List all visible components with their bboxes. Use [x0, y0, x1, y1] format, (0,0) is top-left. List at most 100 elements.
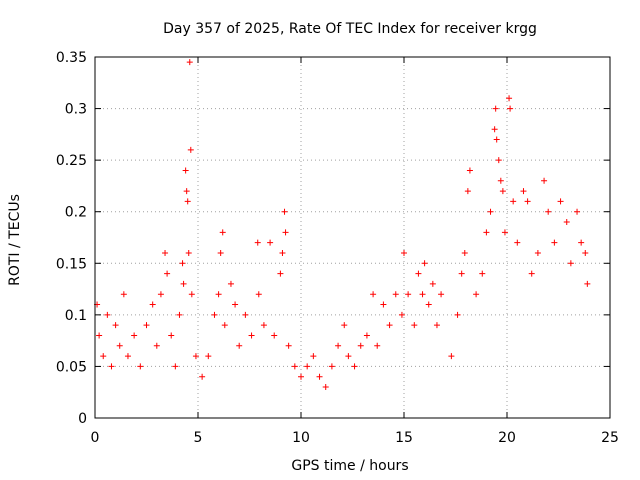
data-point [582, 249, 589, 256]
data-point [186, 59, 193, 66]
data-point [188, 291, 195, 298]
data-point [157, 291, 164, 298]
data-point [179, 260, 186, 267]
data-point [454, 311, 461, 318]
data-point [458, 270, 465, 277]
data-point [506, 95, 513, 102]
data-point [267, 239, 274, 246]
data-point [215, 291, 222, 298]
data-point [405, 291, 412, 298]
data-point [260, 322, 267, 329]
data-point [185, 249, 192, 256]
data-point [242, 311, 249, 318]
y-tick-label: 0.35 [56, 50, 87, 66]
chart-title: Day 357 of 2025, Rate Of TEC Index for r… [163, 21, 537, 37]
data-point [578, 239, 585, 246]
data-point [164, 270, 171, 277]
data-point [316, 373, 323, 380]
data-point [357, 342, 364, 349]
y-tick-label: 0 [78, 411, 87, 427]
data-point [279, 249, 286, 256]
data-points [94, 59, 591, 391]
y-tick-label: 0.15 [56, 256, 87, 272]
data-point [514, 239, 521, 246]
data-point [182, 167, 189, 174]
y-axis-label: ROTI / TECUs [7, 194, 23, 286]
data-point [232, 301, 239, 308]
data-point [153, 342, 160, 349]
data-point [236, 342, 243, 349]
data-point [421, 260, 428, 267]
data-point [541, 177, 548, 184]
data-point [411, 322, 418, 329]
data-point [176, 311, 183, 318]
data-point [322, 384, 329, 391]
data-point [507, 105, 514, 112]
data-point [291, 363, 298, 370]
data-point [187, 146, 194, 153]
data-point [524, 198, 531, 205]
data-point [254, 239, 261, 246]
data-point [219, 229, 226, 236]
data-point [380, 301, 387, 308]
data-point [501, 229, 508, 236]
data-point [221, 322, 228, 329]
data-point [419, 291, 426, 298]
data-point [497, 177, 504, 184]
data-point [281, 208, 288, 215]
data-point [112, 322, 119, 329]
data-point [473, 291, 480, 298]
data-point [479, 270, 486, 277]
data-point [277, 270, 284, 277]
data-point [143, 322, 150, 329]
data-point [557, 198, 564, 205]
data-point [285, 342, 292, 349]
data-point [183, 188, 190, 195]
data-point [217, 249, 224, 256]
data-point [438, 291, 445, 298]
data-point [495, 157, 502, 164]
data-point [363, 332, 370, 339]
data-point [448, 353, 455, 360]
data-point [120, 291, 127, 298]
data-point [124, 353, 131, 360]
data-point [255, 291, 262, 298]
plot-frame [94, 56, 611, 419]
data-point [584, 280, 591, 287]
data-point [574, 208, 581, 215]
data-point [211, 311, 218, 318]
data-point [415, 270, 422, 277]
data-point [429, 280, 436, 287]
data-point [499, 188, 506, 195]
data-point [534, 249, 541, 256]
data-point [328, 363, 335, 370]
data-point [433, 322, 440, 329]
y-tick-label: 0.2 [65, 205, 87, 221]
data-point [192, 353, 199, 360]
data-point [370, 291, 377, 298]
data-point [351, 363, 358, 370]
data-point [492, 105, 499, 112]
data-point [227, 280, 234, 287]
data-point [510, 198, 517, 205]
data-point [464, 188, 471, 195]
plot-border [94, 56, 611, 419]
data-point [149, 301, 156, 308]
x-tick-label: 20 [498, 430, 516, 446]
data-point [271, 332, 278, 339]
data-point [483, 229, 490, 236]
data-point [162, 249, 169, 256]
data-point [304, 363, 311, 370]
data-point [104, 311, 111, 318]
data-point [137, 363, 144, 370]
data-point [335, 342, 342, 349]
data-point [545, 208, 552, 215]
x-tick-label: 0 [91, 430, 100, 446]
data-point [567, 260, 574, 267]
data-point [398, 311, 405, 318]
data-point [310, 353, 317, 360]
x-axis-label: GPS time / hours [291, 458, 408, 474]
x-tick-label: 25 [601, 430, 619, 446]
data-point [551, 239, 558, 246]
